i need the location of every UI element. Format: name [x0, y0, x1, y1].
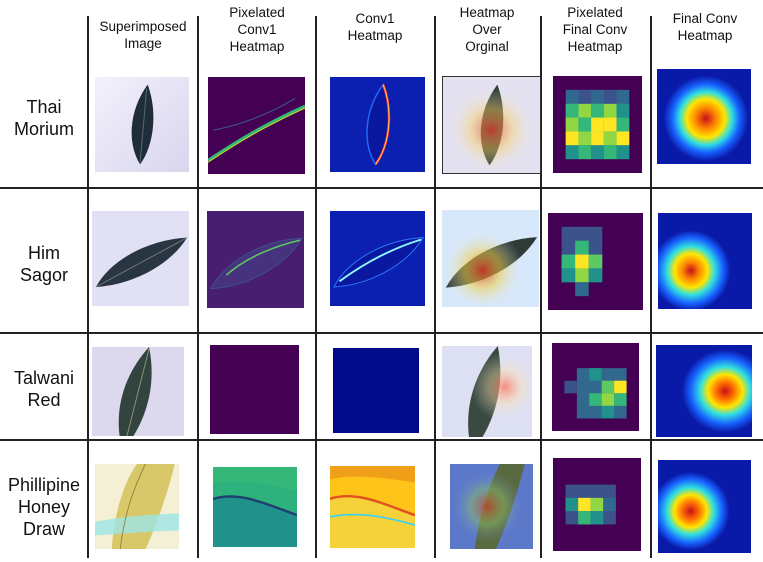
grid-hline [0, 187, 763, 189]
conv1-heatmap-him-sagor [330, 211, 425, 306]
column-header-pixelated-final-conv: Pixelated Final Conv Heatmap [562, 5, 628, 54]
pixelated-conv1-heatmap-thai-morium [208, 77, 305, 174]
final-conv-heatmap-him-sagor [658, 213, 752, 309]
final-conv-heatmap-thai-morium [657, 69, 751, 164]
grid-vline [315, 16, 317, 558]
superimposed-image-phillipine-honey-draw [95, 464, 179, 549]
final-conv-heatmap-phillipine-honey-draw [658, 460, 751, 553]
conv1-heatmap-thai-morium [330, 77, 425, 172]
column-header-pixelated-conv1: Pixelated Conv1 Heatmap [229, 5, 285, 54]
pixelated-conv1-heatmap-him-sagor [207, 211, 304, 308]
column-header-final-conv: Final Conv Heatmap [672, 11, 738, 43]
grid-hline [0, 332, 763, 334]
heatmap-over-original-talwani-red [442, 346, 532, 437]
column-header-conv1: Conv1 Heatmap [347, 11, 403, 43]
grid-vline [434, 16, 436, 558]
column-header-heatmap-over-original: Heatmap Over Orginal [459, 5, 515, 54]
final-conv-heatmap-talwani-red [656, 345, 752, 437]
row-label-phillipine-honey-draw: Phillipine Honey Draw [7, 475, 81, 539]
row-label-him-sagor: Him Sagor [19, 243, 69, 285]
grid-hline [0, 439, 763, 441]
heatmap-over-original-thai-morium [442, 76, 541, 174]
superimposed-image-talwani-red [92, 347, 184, 436]
pixelated-conv1-heatmap-talwani-red [210, 345, 299, 434]
pixelated-conv1-heatmap-phillipine-honey-draw [213, 467, 297, 547]
heatmap-over-original-him-sagor [442, 210, 539, 307]
grid-vline [650, 16, 652, 558]
heatmap-over-original-phillipine-honey-draw [450, 464, 533, 549]
superimposed-image-thai-morium [95, 77, 189, 172]
superimposed-image-him-sagor [92, 211, 189, 306]
row-label-thai-morium: Thai Morium [13, 97, 74, 139]
pixelated-final-conv-heatmap-him-sagor [548, 213, 643, 310]
pixelated-final-conv-heatmap-phillipine-honey-draw [553, 458, 641, 551]
grid-vline [87, 16, 89, 558]
pixelated-final-conv-heatmap-thai-morium [553, 76, 642, 173]
conv1-heatmap-phillipine-honey-draw [330, 466, 415, 548]
row-label-talwani-red: Talwani Red [13, 368, 75, 410]
pixelated-final-conv-heatmap-talwani-red [552, 343, 639, 431]
grid-vline [197, 16, 199, 558]
column-header-superimposed: Superimposed Image [99, 19, 187, 51]
conv1-heatmap-talwani-red [333, 348, 419, 433]
grid-vline [540, 16, 542, 558]
